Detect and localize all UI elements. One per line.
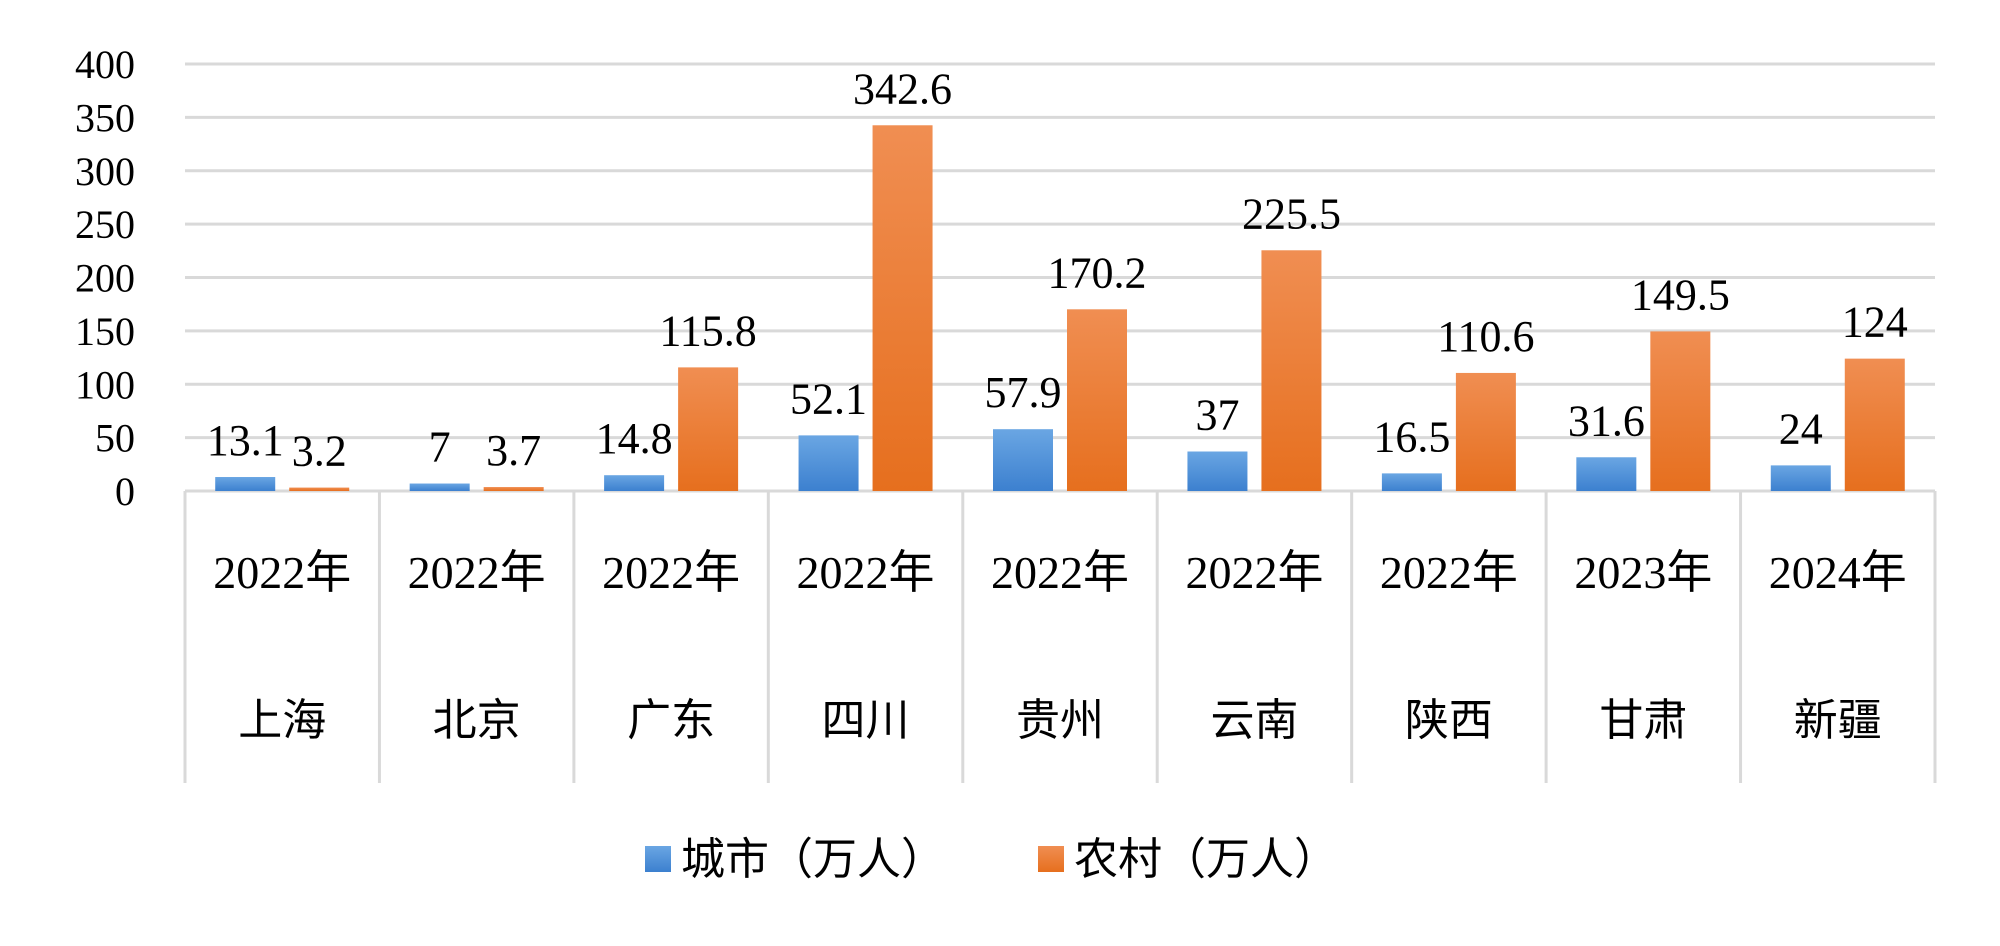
x-region-label: 北京: [433, 695, 521, 746]
legend-swatch: [1038, 846, 1064, 872]
data-label: 149.5: [1631, 270, 1730, 319]
data-label: 3.7: [486, 426, 541, 475]
legend-label: 农村（万人）: [1074, 834, 1338, 885]
x-region-label: 广东: [627, 695, 715, 746]
x-year-label: 2022年: [602, 547, 740, 598]
x-region-label: 贵州: [1016, 695, 1104, 746]
data-label: 52.1: [790, 374, 867, 423]
data-label: 31.6: [1568, 396, 1645, 445]
y-tick-label: 250: [75, 202, 135, 247]
bar-rural: [1261, 250, 1322, 491]
bar-rural: [1650, 331, 1711, 491]
y-tick-label: 150: [75, 309, 135, 354]
bar-rural: [872, 125, 933, 491]
data-label: 13.1: [207, 416, 284, 465]
bar-rural: [483, 487, 544, 491]
data-label: 342.6: [853, 64, 952, 113]
x-year-label: 2022年: [213, 547, 351, 598]
x-year-label: 2022年: [1185, 547, 1323, 598]
data-label: 110.6: [1437, 312, 1534, 361]
data-label: 7: [429, 423, 451, 472]
x-region-label: 四川: [822, 695, 910, 746]
data-label: 115.8: [659, 306, 756, 355]
data-label: 170.2: [1048, 248, 1147, 297]
category-dividers: [183, 489, 1937, 783]
bar-city: [409, 483, 470, 491]
x-year-label: 2022年: [797, 547, 935, 598]
x-region-label: 甘肃: [1599, 695, 1687, 746]
data-label: 37: [1195, 391, 1239, 440]
x-region-label: 云南: [1210, 695, 1298, 746]
y-tick-label: 0: [115, 469, 135, 514]
bar-rural: [678, 367, 739, 491]
bar-city: [993, 429, 1053, 491]
y-tick-label: 50: [95, 416, 135, 461]
x-year-label: 2022年: [1380, 547, 1518, 598]
bar-city: [1187, 451, 1248, 491]
bar-rural: [1844, 358, 1905, 491]
data-label: 14.8: [596, 414, 673, 463]
y-tick-label: 350: [75, 95, 135, 140]
y-tick-label: 200: [75, 256, 135, 301]
data-label: 57.9: [985, 368, 1062, 417]
data-label: 225.5: [1242, 189, 1341, 238]
data-label: 3.2: [292, 427, 347, 476]
data-label: 124: [1842, 298, 1908, 347]
bar-rural: [1455, 372, 1516, 491]
bar-city: [798, 435, 859, 491]
bar-rural: [1067, 309, 1127, 491]
bar-city: [1770, 465, 1831, 491]
y-axis: 0 50 100 150 200 250 300 350 400: [75, 42, 135, 514]
x-year-label: 2024年: [1769, 547, 1907, 598]
data-label: 24: [1779, 404, 1823, 453]
gridlines: [185, 62, 1935, 493]
legend: 城市（万人） 农村（万人）: [645, 834, 1338, 885]
bars: [215, 125, 1905, 491]
x-region-label: 新疆: [1794, 695, 1882, 746]
data-label: 16.5: [1373, 412, 1450, 461]
data-labels: 13.1 7 14.8 52.1 57.9 37 16.5 31.6 24 3.2 3.7 115.8…: [207, 64, 1908, 475]
bar-rural: [289, 487, 350, 491]
bar-city: [1576, 457, 1637, 491]
x-year-label: 2023年: [1574, 547, 1712, 598]
y-tick-label: 100: [75, 362, 135, 407]
y-tick-label: 300: [75, 149, 135, 194]
x-year-label: 2022年: [991, 547, 1129, 598]
bar-city: [215, 477, 276, 491]
legend-swatch: [645, 846, 671, 872]
y-tick-label: 400: [75, 42, 135, 87]
bar-city: [604, 475, 665, 491]
x-region-label: 陕西: [1405, 695, 1493, 746]
x-region-label: 上海: [238, 695, 326, 746]
legend-label: 城市（万人）: [681, 834, 945, 885]
bar-city: [1381, 473, 1442, 491]
x-year-label: 2022年: [408, 547, 546, 598]
